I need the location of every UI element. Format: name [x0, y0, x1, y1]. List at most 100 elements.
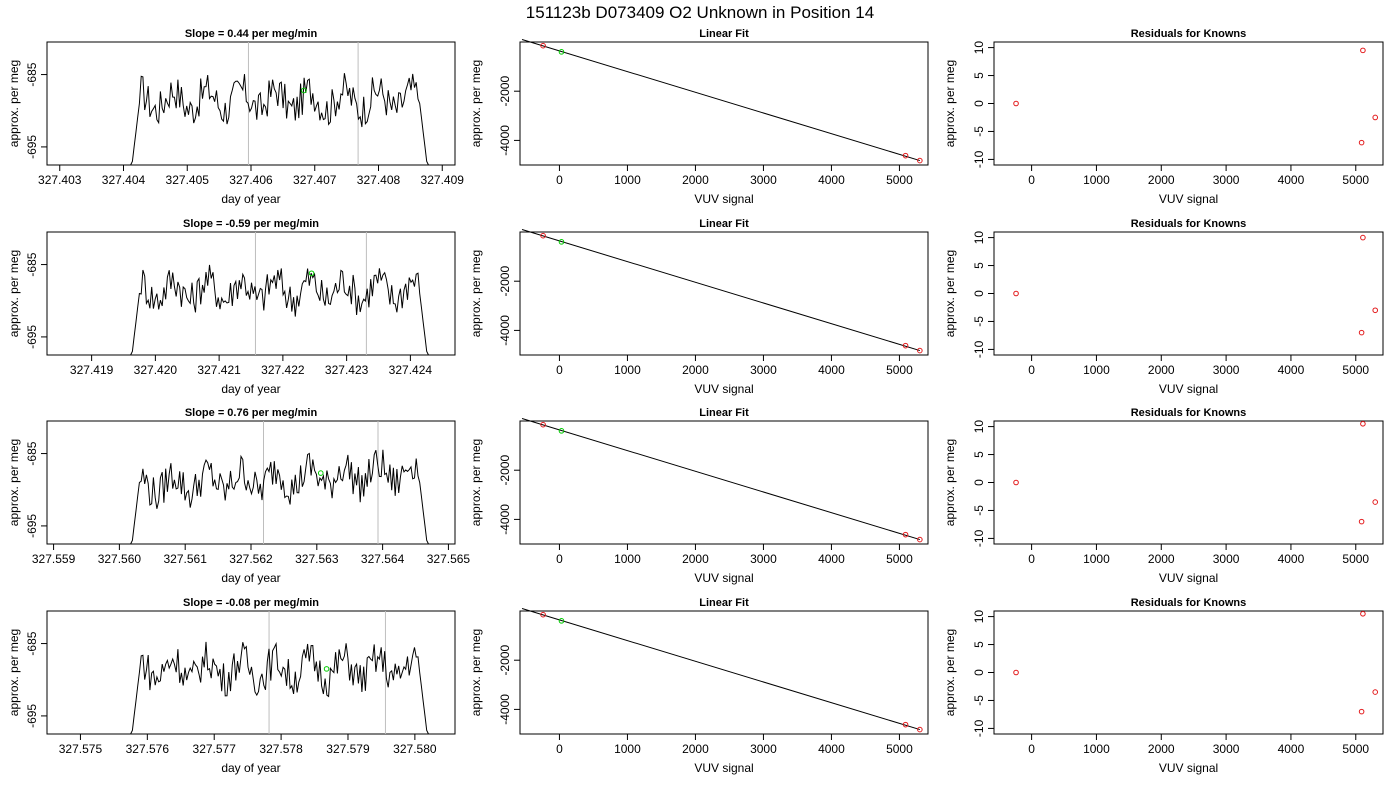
residual-point [1360, 610, 1366, 617]
fit-xtick-label: 1000 [614, 742, 641, 756]
resid-ytick-label: 0 [972, 669, 986, 676]
resid-ytick-label: 10 [972, 420, 986, 434]
fit-xtick-label: 4000 [818, 173, 845, 187]
panel-title-fit: Linear Fit [699, 28, 749, 40]
fit-line [521, 229, 920, 352]
known-point [902, 152, 909, 159]
x-axis-label: VUV signal [1159, 761, 1218, 775]
known-point [902, 342, 909, 349]
resid-xtick-label: 2000 [1148, 363, 1175, 377]
fit-ytick-label: -2000 [498, 455, 512, 486]
x-axis-label: VUV signal [694, 192, 753, 206]
residual-point [1372, 114, 1379, 121]
time-xtick-label: 327.420 [134, 363, 178, 377]
time-ytick-label: -695 [25, 514, 39, 538]
time-xtick-label: 327.423 [325, 363, 369, 377]
time-xtick-label: 327.422 [261, 363, 305, 377]
resid-xtick-label: 2000 [1148, 742, 1175, 756]
resid-ytick-label: 10 [972, 41, 986, 55]
known-point [540, 42, 546, 49]
x-axis-label: VUV signal [1159, 571, 1218, 585]
linear-fit-panel: Linear Fit 0 1000 2000 3000 4000 5000 -2000 -400… [469, 597, 929, 775]
fit-xtick-label: 2000 [682, 363, 709, 377]
linear-fit-panel: Linear Fit 0 1000 2000 3000 4000 5000 -2000 -400… [469, 28, 929, 206]
resid-ytick-label: 5 [972, 451, 986, 458]
panel-title-residuals: Residuals for Knowns [1131, 407, 1247, 419]
per-meg-trace [130, 73, 429, 166]
y-axis-label: approx. per meg [469, 629, 483, 716]
panel-title-residuals: Residuals for Knowns [1131, 597, 1247, 609]
time-series-panel: Slope = -0.59 per meg/min 327.419 327.420 3… [7, 218, 456, 396]
fit-xtick-label: 4000 [818, 742, 845, 756]
residual-point [1358, 708, 1365, 715]
time-xtick-label: 327.575 [59, 742, 103, 756]
x-axis-label: VUV signal [694, 571, 753, 585]
time-xtick-label: 327.565 [427, 552, 471, 566]
time-ytick-label: -695 [25, 325, 39, 349]
resid-ytick-label: -10 [972, 719, 986, 737]
time-xtick-label: 327.560 [98, 552, 142, 566]
resid-xtick-label: 4000 [1278, 552, 1305, 566]
plot-frame [519, 41, 929, 166]
resid-ytick-label: 5 [972, 72, 986, 79]
time-series-panel: Slope = 0.76 per meg/min 327.559 327.560 32… [7, 407, 470, 585]
y-axis-label: approx. per meg [943, 60, 957, 147]
unknown-point [323, 666, 330, 672]
plot-frame [46, 231, 456, 356]
resid-ytick-label: 10 [972, 231, 986, 245]
fit-xtick-label: 2000 [682, 552, 709, 566]
panel-title-residuals: Residuals for Knowns [1131, 28, 1247, 40]
x-axis-label: day of year [221, 382, 280, 396]
resid-xtick-label: 2000 [1148, 552, 1175, 566]
unknown-point [558, 428, 565, 434]
time-xtick-label: 327.407 [293, 173, 337, 187]
y-axis-label: approx. per meg [469, 60, 483, 147]
fit-xtick-label: 0 [556, 742, 563, 756]
resid-xtick-label: 4000 [1278, 742, 1305, 756]
residuals-panel: Residuals for Knowns 0 1000 2000 3000 4000 500… [943, 218, 1384, 396]
plot-frame [519, 420, 929, 545]
fit-ytick-label: -4000 [498, 694, 512, 725]
resid-xtick-label: 2000 [1148, 173, 1175, 187]
fit-xtick-label: 3000 [750, 363, 777, 377]
resid-xtick-label: 1000 [1083, 552, 1110, 566]
panel-title-slope: Slope = -0.59 per meg/min [183, 218, 319, 230]
time-ytick-label: -695 [25, 704, 39, 728]
known-point [540, 232, 546, 239]
resid-xtick-label: 1000 [1083, 363, 1110, 377]
x-axis-label: day of year [221, 571, 280, 585]
time-xtick-label: 327.561 [163, 552, 207, 566]
resid-ytick-label: 0 [972, 290, 986, 297]
fit-ytick-label: -2000 [498, 645, 512, 676]
fit-xtick-label: 2000 [682, 742, 709, 756]
plot-frame [993, 420, 1384, 545]
plot-row-4: Slope = -0.08 per meg/min 327.575 327.576 3… [7, 597, 1384, 775]
y-axis-label: approx. per meg [7, 629, 21, 716]
per-meg-trace [130, 449, 429, 545]
y-axis-label: approx. per meg [943, 629, 957, 716]
panel-title-residuals: Residuals for Knowns [1131, 218, 1247, 230]
resid-ytick-label: 10 [972, 610, 986, 624]
resid-ytick-label: -5 [972, 126, 986, 137]
y-axis-label: approx. per meg [469, 439, 483, 526]
residual-point [1360, 47, 1366, 54]
plot-frame [46, 610, 456, 735]
fit-xtick-label: 3000 [750, 742, 777, 756]
residual-point [1372, 499, 1379, 505]
residual-point [1013, 290, 1019, 297]
residuals-panel: Residuals for Knowns 0 1000 2000 3000 4000 500… [943, 597, 1384, 775]
resid-xtick-label: 4000 [1278, 173, 1305, 187]
residual-point [1013, 479, 1019, 486]
fit-xtick-label: 5000 [886, 363, 913, 377]
x-axis-label: day of year [221, 192, 280, 206]
time-xtick-label: 327.559 [32, 552, 76, 566]
resid-xtick-label: 5000 [1342, 552, 1369, 566]
fit-xtick-label: 4000 [818, 363, 845, 377]
fit-line [521, 608, 920, 731]
panel-title-fit: Linear Fit [699, 597, 749, 609]
residual-point [1013, 669, 1019, 676]
known-point [917, 157, 923, 164]
fit-xtick-label: 5000 [886, 173, 913, 187]
time-series-panel: Slope = 0.44 per meg/min 327.403 327.404 32… [7, 28, 464, 206]
